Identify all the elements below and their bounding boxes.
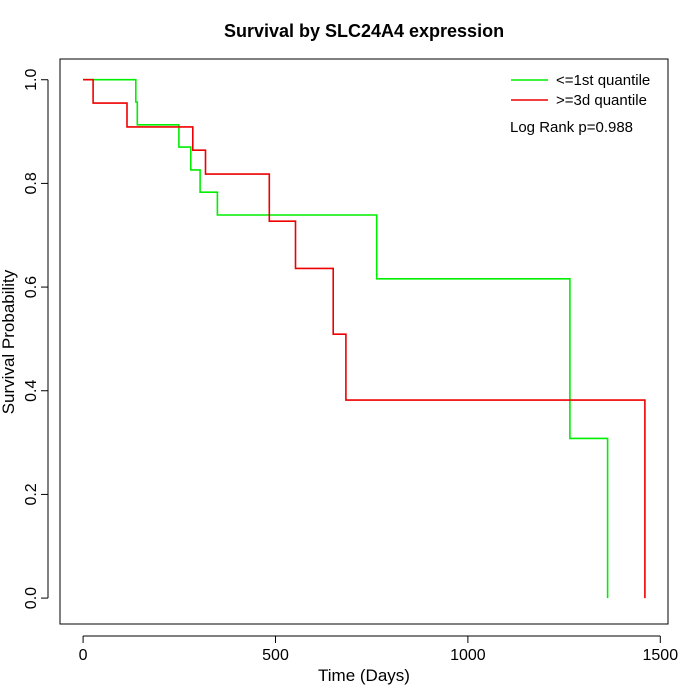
plot-frame: [59, 58, 669, 625]
x-axis: 0 500 1000 1500: [79, 635, 679, 664]
x-tick-label: 500: [262, 647, 289, 664]
legend: <=1st quantile >=3d quantile: [511, 72, 650, 109]
y-tick-label: 0.2: [23, 483, 40, 505]
chart-title: Survival by SLC24A4 expression: [224, 21, 504, 41]
x-axis-label: Time (Days): [318, 666, 410, 685]
y-tick-label: 0.8: [23, 172, 40, 194]
y-axis-label: Survival Probability: [0, 269, 18, 414]
x-tick-label: 1000: [450, 647, 486, 664]
series-line-2: [83, 78, 646, 599]
y-tick-label: 0.4: [23, 380, 40, 402]
legend-label-1: <=1st quantile: [556, 72, 650, 89]
series-group: [83, 78, 646, 599]
y-tick-label: 0.0: [23, 587, 40, 609]
y-axis: 0.0 0.2 0.4 0.6 0.8 1.0: [23, 69, 49, 609]
x-tick-label: 0: [79, 647, 88, 664]
x-tick-label: 1500: [643, 647, 679, 664]
legend-label-2: >=3d quantile: [556, 92, 647, 109]
y-tick-label: 0.6: [23, 276, 40, 298]
y-tick-label: 1.0: [23, 69, 40, 91]
series-line-1: [83, 78, 609, 599]
log-rank-annotation: Log Rank p=0.988: [510, 119, 633, 136]
